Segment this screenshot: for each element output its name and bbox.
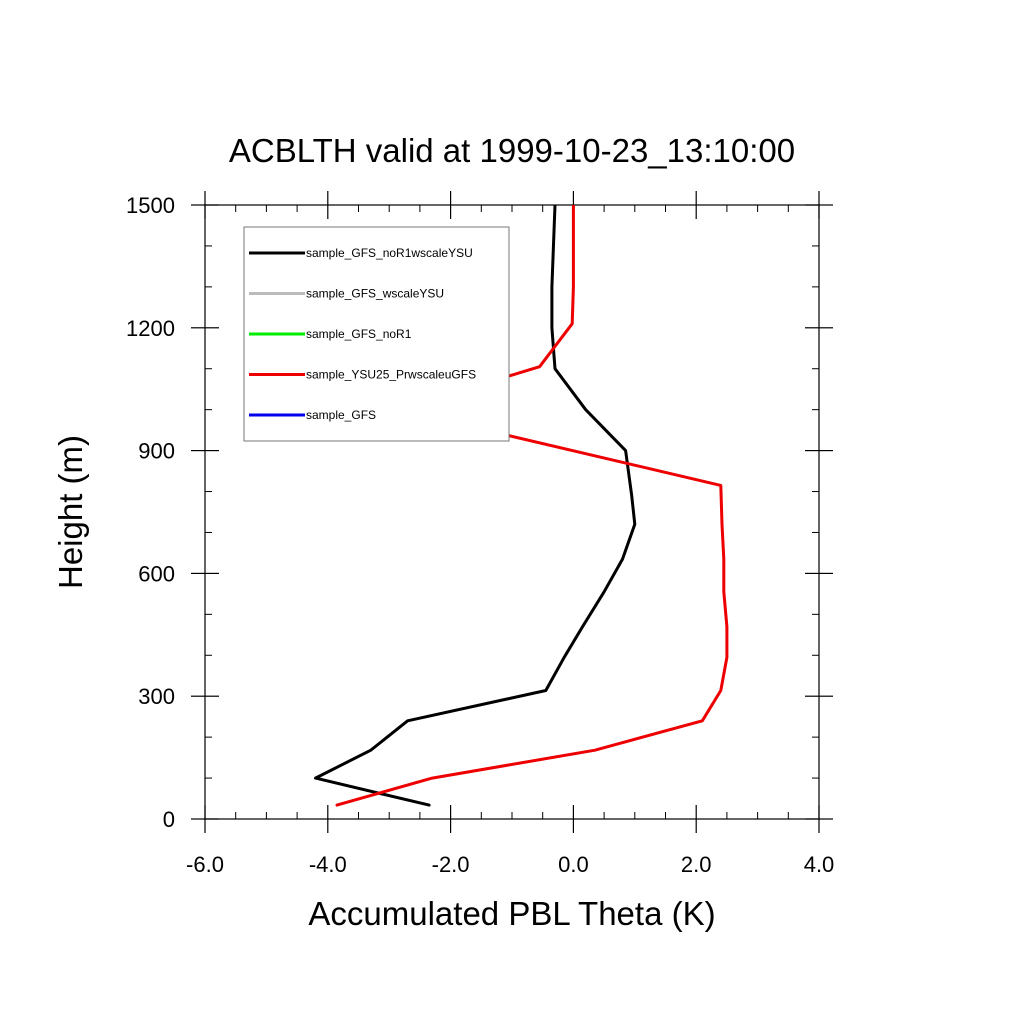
legend-label: sample_GFS_noR1wscaleYSU (306, 246, 473, 260)
x-axis-label: Accumulated PBL Theta (K) (308, 895, 715, 932)
y-tick-label: 600 (138, 561, 175, 586)
x-tick-label: 0.0 (558, 852, 589, 877)
x-tick-label: 4.0 (804, 852, 835, 877)
legend-label: sample_YSU25_PrwscaleuGFS (306, 368, 476, 382)
x-tick-label: 2.0 (681, 852, 712, 877)
y-tick-label: 1500 (126, 193, 175, 218)
legend-label: sample_GFS_wscaleYSU (306, 287, 444, 301)
legend-label: sample_GFS_noR1 (306, 327, 412, 341)
axis-tick-labels: -6.0 -4.0 -2.0 0.0 2.0 4.0 0 300 600 900 1200 1500 (126, 193, 834, 877)
y-tick-label: 900 (138, 439, 175, 464)
chart-title: ACBLTH valid at 1999-10-23_13:10:00 (229, 132, 795, 169)
axis-ticks (191, 191, 833, 833)
series-line-0 (314, 205, 637, 807)
x-tick-label: -2.0 (432, 852, 470, 877)
y-tick-label: 1200 (126, 316, 175, 341)
series-layer (314, 205, 729, 807)
legend: sample_GFS_noR1wscaleYSU sample_GFS_wscal… (243, 226, 510, 442)
y-axis-label: Height (m) (52, 435, 89, 589)
series-line-3 (335, 205, 729, 807)
x-tick-label: -4.0 (309, 852, 347, 877)
y-tick-label: 0 (163, 807, 175, 832)
x-tick-label: -6.0 (186, 852, 224, 877)
legend-label: sample_GFS (306, 408, 376, 422)
y-tick-label: 300 (138, 684, 175, 709)
